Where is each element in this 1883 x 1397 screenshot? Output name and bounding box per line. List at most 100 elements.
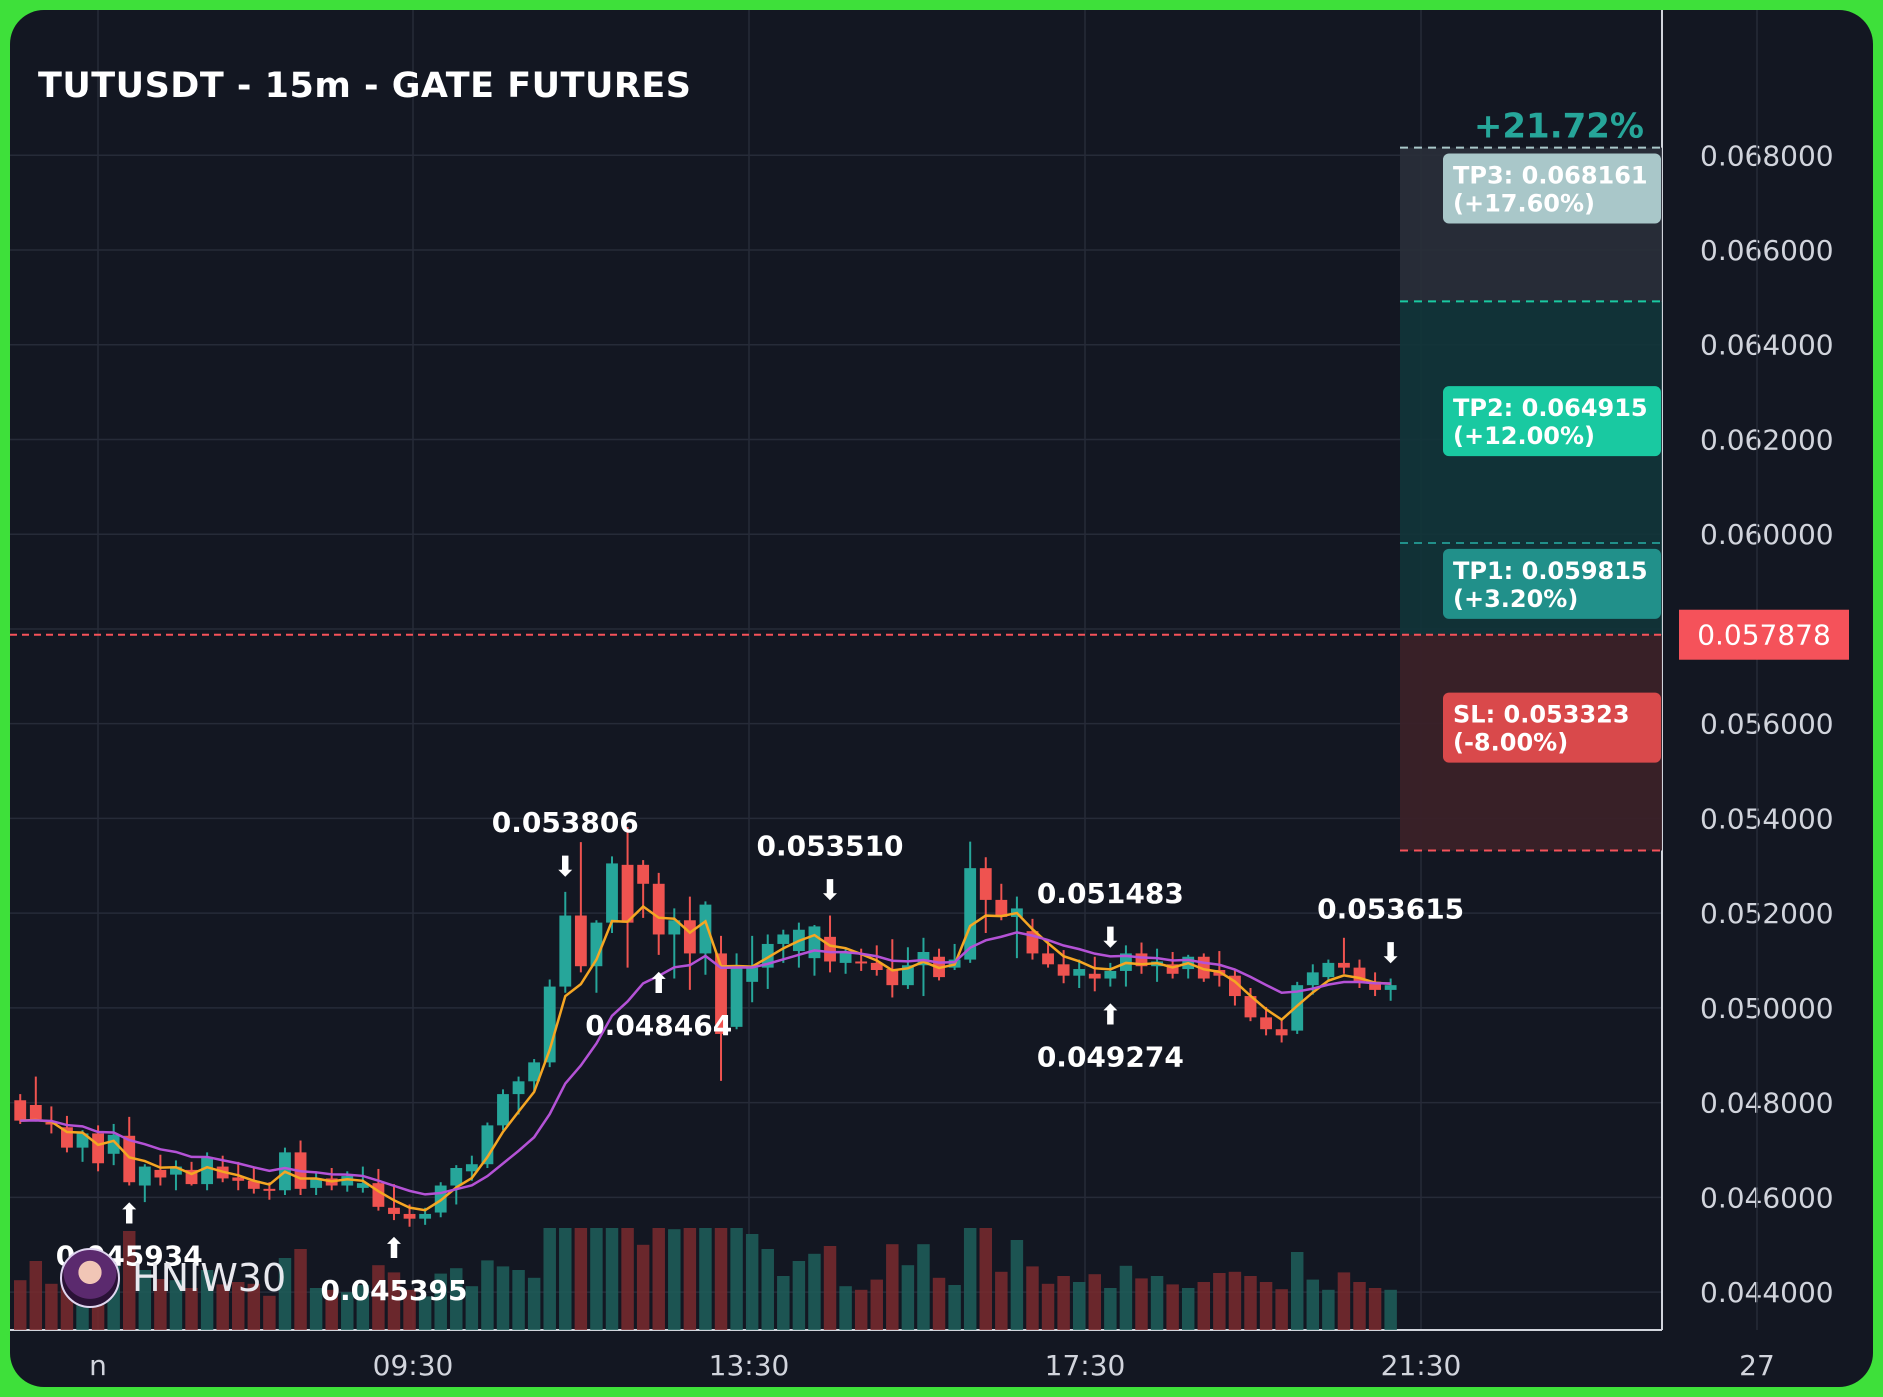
candle-body <box>1229 975 1241 997</box>
candle-body <box>512 1081 525 1095</box>
candle-body <box>310 1178 323 1188</box>
volume-bar <box>699 1228 712 1330</box>
candle-body <box>92 1133 105 1164</box>
candle-body <box>730 965 743 1027</box>
candle-body <box>979 868 992 900</box>
candle-body <box>45 1122 58 1125</box>
candle-body <box>574 915 587 967</box>
candle-body <box>1088 973 1101 979</box>
x-tick-label: 27 <box>1739 1349 1775 1382</box>
trough-label: 0.048464 <box>585 1009 732 1042</box>
peak-label: 0.053615 <box>1317 893 1464 926</box>
down-arrow-icon: ⬇ <box>1379 937 1402 970</box>
candle-body <box>1244 996 1257 1018</box>
candle-body <box>1260 1017 1272 1030</box>
volume-bar <box>325 1289 338 1330</box>
volume-bar <box>512 1270 525 1330</box>
candle-body <box>247 1180 260 1189</box>
candle-body <box>1197 956 1210 979</box>
tp2-label-box <box>1443 386 1661 457</box>
volume-bar <box>372 1265 385 1330</box>
candle-body <box>450 1168 463 1186</box>
chart-canvas[interactable]: 0.044000 0.046000 0.048000 0.050000 0.052000… <box>10 10 1873 1387</box>
candle-body <box>652 883 665 935</box>
watermark: HNIW30 <box>60 1246 286 1310</box>
volume-bar <box>496 1266 510 1330</box>
y-tick-label: 0.048000 <box>1700 1087 1834 1120</box>
sl-label-text: SL: 0.053323 <box>1453 701 1630 729</box>
volume-bar <box>1150 1276 1164 1330</box>
volume-bar <box>294 1249 307 1330</box>
volume-bar <box>154 1279 167 1330</box>
candle-body <box>699 904 712 954</box>
candle-body <box>481 1125 494 1165</box>
y-tick-label: 0.054000 <box>1700 802 1834 835</box>
candle-body <box>1338 962 1350 968</box>
candle-body <box>606 863 618 923</box>
volume-bar <box>808 1253 821 1330</box>
volume-bar <box>45 1283 58 1330</box>
sl-label-pct: (-8.00%) <box>1453 729 1568 757</box>
volume-bar <box>948 1285 961 1330</box>
tp2-label-text: TP2: 0.064915 <box>1453 394 1648 422</box>
volume-bar <box>621 1228 634 1330</box>
watermark-name: HNIW30 <box>132 1256 287 1300</box>
volume-bar <box>232 1282 245 1330</box>
candle-body <box>746 967 759 982</box>
volume-bar <box>1228 1271 1242 1330</box>
volume-bar <box>1306 1279 1320 1330</box>
volume-bar <box>777 1276 790 1330</box>
volume-bar <box>1104 1288 1117 1330</box>
peak-label: 0.053806 <box>492 806 639 839</box>
volume-bar <box>14 1280 27 1330</box>
volume-bar <box>730 1228 743 1330</box>
candle-body <box>107 1134 120 1154</box>
volume-bar <box>854 1289 868 1330</box>
x-tick-label: n <box>89 1349 107 1382</box>
volume-bar <box>138 1270 152 1330</box>
candle-body <box>341 1176 354 1186</box>
candle-body <box>419 1213 432 1219</box>
top-gain-label: +21.72% <box>1474 107 1644 147</box>
tp1-label-text: TP1: 0.059815 <box>1453 557 1648 585</box>
candle-body <box>1353 967 1366 982</box>
candle-body <box>870 962 883 970</box>
x-tick-label: 09:30 <box>373 1349 454 1382</box>
volume-bar <box>839 1286 852 1330</box>
volume-bar <box>341 1292 354 1330</box>
tp1-label-pct: (+3.20%) <box>1453 585 1578 613</box>
candle-body <box>61 1127 73 1148</box>
candle-body <box>1275 1029 1288 1036</box>
current-price-tag <box>1679 609 1849 660</box>
candle-body <box>465 1164 478 1172</box>
y-tick-label: 0.046000 <box>1700 1181 1834 1214</box>
volume-bar <box>1041 1283 1055 1330</box>
volume-bar <box>1259 1282 1273 1330</box>
volume-bar <box>559 1228 572 1330</box>
candle-body <box>1057 964 1070 976</box>
candle-body <box>1026 931 1039 954</box>
volume-bar <box>995 1271 1008 1330</box>
candle-body <box>839 952 852 963</box>
volume-bar <box>1322 1289 1335 1330</box>
candle-body <box>1369 981 1382 990</box>
volume-bar <box>247 1283 261 1330</box>
candle-body <box>388 1207 400 1214</box>
candle-body <box>637 864 650 884</box>
candle-body <box>1073 969 1086 976</box>
tp2-label-pct: (+12.00%) <box>1453 422 1595 450</box>
candle-body <box>1322 962 1335 978</box>
volume-bar <box>309 1288 323 1330</box>
volume-bar <box>870 1279 883 1330</box>
volume-bar <box>901 1265 915 1330</box>
volume-bar <box>481 1260 494 1330</box>
volume-bar <box>652 1228 665 1330</box>
volume-bar <box>263 1295 276 1330</box>
down-arrow-icon: ⬇ <box>818 874 841 907</box>
candle-body <box>76 1133 89 1148</box>
sl-label-box <box>1443 692 1661 763</box>
ema-slow-line <box>20 931 1391 1196</box>
volume-bar <box>636 1244 650 1330</box>
ema-fast-line <box>20 904 1391 1212</box>
candle-body <box>170 1166 182 1175</box>
